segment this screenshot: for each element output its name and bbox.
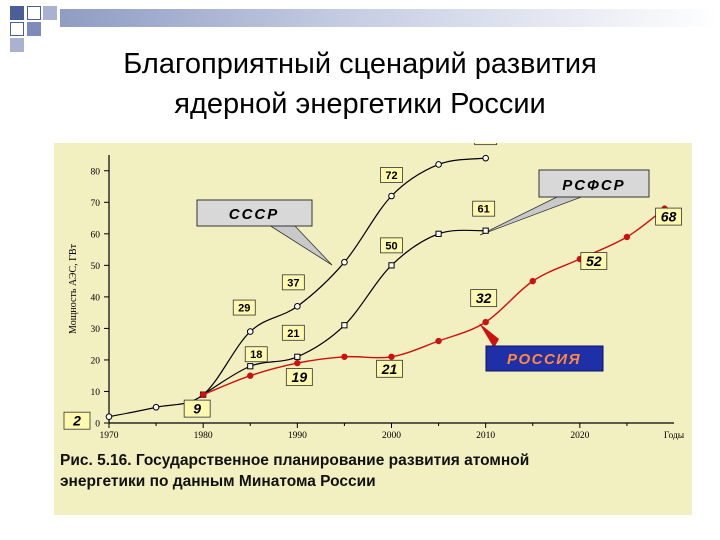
value-label-box — [655, 207, 682, 226]
value-label: 50 — [385, 240, 397, 252]
value-label-box — [63, 411, 91, 430]
chart-panel — [54, 143, 692, 515]
data-point — [435, 337, 442, 345]
chart-svg: 0 10 20 30 40 50 60 70 80 1970 1980 1990 2000 2010 202… — [54, 129, 692, 515]
corner-square-2 — [27, 6, 41, 20]
data-point — [247, 372, 254, 379]
corner-square-6 — [10, 38, 24, 52]
x-tick-label: 1970 — [100, 431, 119, 441]
callout-ussr-box — [196, 199, 313, 227]
value-label: 72 — [385, 170, 397, 182]
value-label: 18 — [250, 349, 262, 361]
value-label-box — [285, 368, 313, 386]
callout-russia-box — [485, 345, 604, 372]
value-label: 61 — [478, 204, 490, 216]
value-label: 19 — [292, 369, 308, 385]
y-tick-label: 30 — [91, 325, 101, 335]
corner-square-5 — [43, 6, 57, 20]
y-tick-label: 70 — [91, 199, 101, 209]
data-point — [623, 233, 631, 241]
value-label-box — [580, 252, 608, 270]
x-tick-label: 2010 — [476, 431, 495, 441]
data-point — [152, 403, 160, 411]
corner-square-1 — [10, 6, 24, 20]
data-point — [435, 161, 442, 168]
y-tick-label: 60 — [91, 230, 101, 240]
value-label-box — [183, 399, 211, 418]
corner-square-4 — [27, 22, 41, 36]
y-tick-label: 10 — [91, 388, 101, 398]
callout-russia-label: РОССИЯ — [507, 351, 581, 368]
value-label-box — [281, 324, 305, 341]
chart-figure: 0 10 20 30 40 50 60 70 80 1970 1980 1990 2000 2010 202… — [54, 129, 692, 515]
callout-ussr-label: СССР — [229, 206, 280, 223]
value-label: 21 — [287, 328, 299, 340]
value-label-box — [380, 167, 403, 183]
y-tick-label: 50 — [91, 262, 101, 272]
value-label: 9 — [193, 401, 201, 417]
x-tick-label: 2000 — [382, 431, 401, 441]
data-point — [388, 353, 395, 360]
data-point — [388, 262, 395, 269]
slide-title: Благоприятный сценарий развития ядерной … — [0, 44, 720, 124]
x-tick-label: 1980 — [194, 431, 213, 441]
x-tick-label: Годы — [664, 431, 685, 441]
data-point — [482, 154, 489, 162]
data-point — [341, 353, 348, 360]
data-point — [247, 363, 254, 370]
y-tick-label: 40 — [91, 293, 101, 303]
data-point — [246, 328, 254, 335]
callout-russia-pointer — [479, 323, 499, 348]
x-tick-label: 1990 — [288, 431, 307, 441]
corner-square-3 — [10, 22, 24, 36]
figure-caption-line2: энергетики по данным Минатома России — [60, 473, 376, 490]
data-point — [435, 230, 442, 237]
y-tick-label: 80 — [91, 167, 101, 177]
value-label: 68 — [661, 209, 677, 225]
value-label: 21 — [381, 361, 398, 377]
value-label: 29 — [238, 303, 250, 315]
value-label: 2 — [72, 413, 81, 429]
figure-caption-line1: Рис. 5.16. Государственное планирование … — [60, 452, 529, 469]
x-tick-label: 2020 — [570, 431, 589, 441]
header-gradient-bar — [60, 9, 720, 27]
value-label-box — [470, 289, 498, 308]
data-point — [294, 353, 301, 360]
value-label-box — [376, 359, 403, 378]
value-label: 37 — [287, 277, 299, 289]
data-point — [199, 391, 207, 398]
data-point — [529, 277, 536, 285]
value-label-box — [380, 237, 403, 254]
y-axis-label: Мощность АЭС, ГВт — [68, 243, 79, 334]
y-tick-label: 20 — [91, 356, 101, 366]
value-label-box — [244, 346, 268, 363]
data-point — [294, 303, 301, 310]
slide-title-line1: Благоприятный сценарий развития — [123, 48, 597, 80]
data-point — [105, 413, 113, 420]
value-label: 52 — [586, 253, 602, 269]
value-label-box — [281, 274, 305, 291]
y-tick-label: 0 — [95, 420, 100, 430]
data-point — [388, 192, 395, 200]
data-point — [341, 322, 348, 329]
data-point — [482, 227, 489, 234]
slide-title-line2: ядерной энергетики России — [174, 88, 546, 120]
data-point — [341, 258, 348, 266]
value-label: 84 — [480, 143, 493, 144]
data-point — [482, 318, 489, 326]
value-label: 32 — [476, 290, 492, 306]
callout-rsfsr-box — [538, 169, 650, 198]
callout-rsfsr-label: РСФСР — [562, 177, 625, 194]
data-point — [294, 359, 301, 367]
value-label-box — [232, 299, 256, 316]
value-label-box — [472, 200, 496, 217]
